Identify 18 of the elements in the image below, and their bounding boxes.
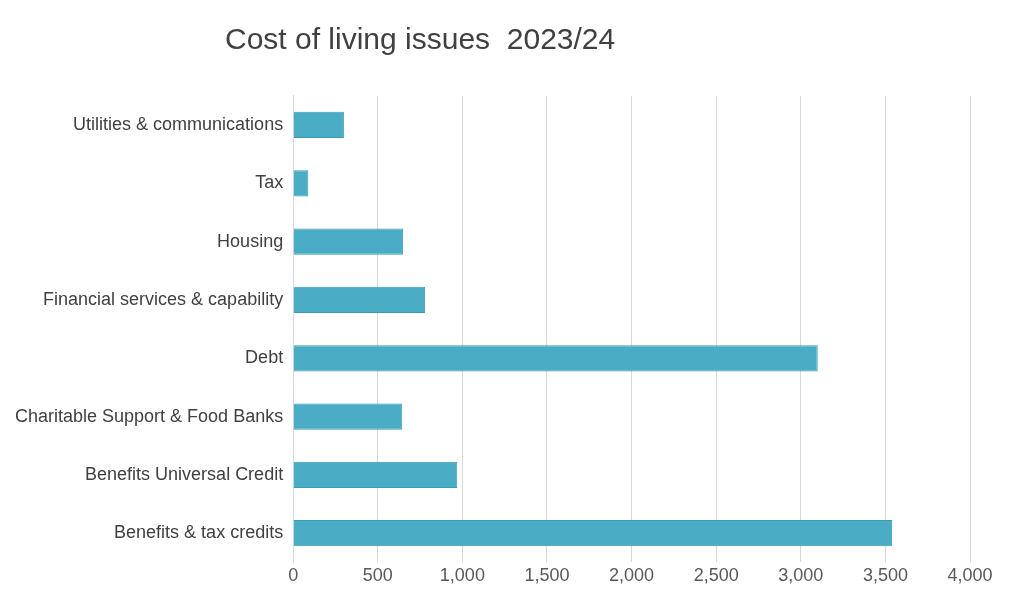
y-tick-label: Charitable Support & Food Banks: [15, 405, 284, 426]
y-tick-label: Debt: [245, 347, 284, 368]
x-tick-label: 0: [288, 565, 299, 586]
y-tick-label: Housing: [217, 230, 284, 251]
chart-title: Cost of living issues 2023/24: [225, 22, 616, 56]
y-tick-label: Benefits & tax credits: [114, 522, 284, 543]
x-tick-label: 1,000: [439, 565, 485, 586]
y-tick-label: Benefits Universal Credit: [85, 463, 284, 484]
x-tick-label: 1,500: [524, 565, 570, 586]
x-tick-label: 3,500: [862, 565, 908, 586]
x-tick-label: 3,000: [778, 565, 824, 586]
x-tick-label: 2,500: [693, 565, 739, 586]
y-tick-label: Utilities & communications: [73, 113, 284, 134]
y-tick-label: Financial services & capability: [43, 288, 284, 309]
x-tick-label: 500: [362, 565, 393, 586]
x-tick-label: 4,000: [947, 565, 993, 586]
y-tick-label: Tax: [255, 172, 284, 193]
x-tick-label: 2,000: [609, 565, 655, 586]
